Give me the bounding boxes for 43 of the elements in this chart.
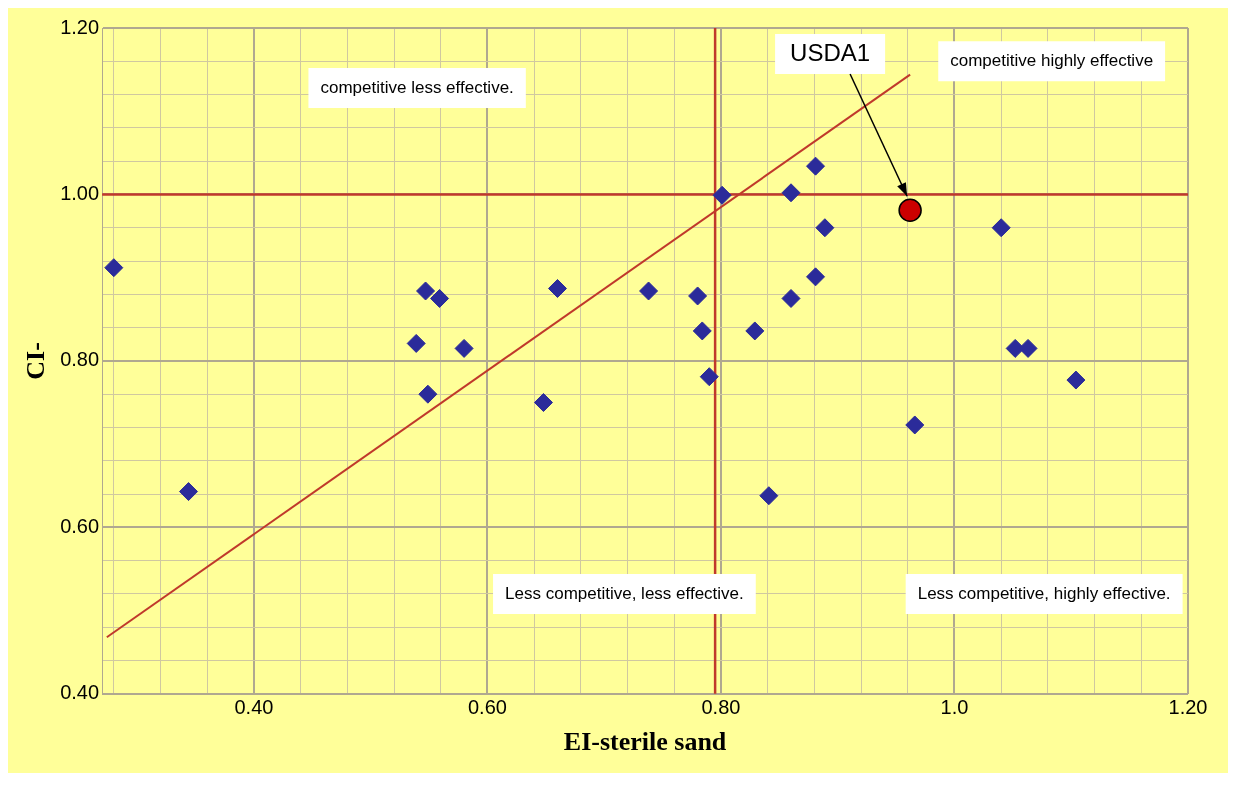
point [547,278,567,298]
point [430,288,450,308]
point [781,183,801,203]
x-tick-label: 1.0 [940,696,969,719]
point [781,288,801,308]
x-tick-label: 0.60 [467,696,507,719]
point [905,415,925,435]
point [104,258,124,278]
annotation: Less competitive, less effective. [505,583,744,603]
y-tick-label: 1.00 [60,181,100,204]
point [454,338,474,358]
point [745,321,765,341]
point [806,267,826,287]
point [639,281,659,301]
x-tick-label: 1.20 [1168,696,1208,719]
point [991,218,1011,238]
point [416,281,436,301]
point [688,286,708,306]
point [699,367,719,387]
x-tick-label: 0.80 [701,696,741,719]
text: USDA1 [790,38,871,66]
y-axis-title: CI- [21,342,51,380]
point [418,384,438,404]
y-tick-label: 0.40 [60,681,100,704]
point [898,198,922,223]
point [1018,338,1038,358]
point [179,482,199,502]
y-tick-label: 0.80 [60,348,100,371]
annotation: competitive less effective. [320,77,514,97]
y-tick-label: 0.60 [60,514,100,537]
point [712,185,732,205]
text: 0.40 [234,696,274,719]
x-axis-title: EI-sterile sand [563,727,727,757]
point [533,393,553,413]
point [1066,370,1086,390]
y-tick-label: 1.20 [60,15,100,38]
point [692,321,712,341]
annotation: competitive highly effective [950,50,1154,70]
point [815,218,835,238]
point [759,486,779,506]
point [406,333,426,353]
point [806,156,826,176]
annotation: Less competitive, highly effective. [917,583,1171,603]
